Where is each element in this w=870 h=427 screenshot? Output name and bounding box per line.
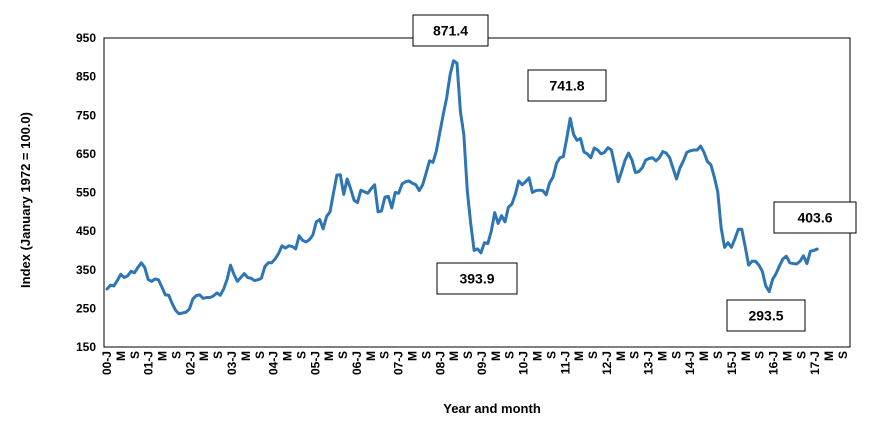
y-tick-label: 250 <box>76 301 96 315</box>
callout-393.9: 393.9 <box>436 262 518 295</box>
x-tick-label: M <box>322 351 336 361</box>
y-tick-label: 950 <box>76 31 96 45</box>
x-tick-label: 12-J <box>600 351 614 375</box>
callout-label: 293.5 <box>748 308 783 324</box>
callout-box <box>412 14 489 47</box>
x-tick-label: M <box>739 351 753 361</box>
x-tick-label: M <box>364 351 378 361</box>
x-tick-label: 16-J <box>767 351 781 375</box>
x-tick-label: 14-J <box>683 351 697 375</box>
x-tick-label: S <box>669 351 683 359</box>
x-tick-label: S <box>586 351 600 359</box>
x-tick-label: M <box>822 351 836 361</box>
callout-871.4: 871.4 <box>412 14 489 47</box>
callouts: 871.4 393.9 741.8 293.5 403.6 <box>412 14 857 332</box>
x-tick-label: M <box>780 351 794 361</box>
x-tick-label: M <box>614 351 628 361</box>
x-tick-label: S <box>711 351 725 359</box>
y-tick-label: 750 <box>76 108 96 122</box>
x-tick-label: S <box>544 351 558 359</box>
x-axis: 00-J M S 01-J M S 02-J M S 03-J M S 04-J M S 05-J M S 06-J… <box>100 351 850 375</box>
x-tick-label: S <box>169 351 183 359</box>
x-tick-label: S <box>211 351 225 359</box>
y-axis: 150 250 350 450 550 650 750 850 950 <box>76 31 96 354</box>
x-tick-label: M <box>447 351 461 361</box>
x-tick-label: 02-J <box>183 351 197 375</box>
plot-area <box>103 37 851 348</box>
x-tick-label: S <box>294 351 308 359</box>
x-tick-label: 11-J <box>558 351 572 374</box>
y-tick-label: 350 <box>76 263 96 277</box>
x-tick-label: 07-J <box>392 351 406 375</box>
x-tick-label: 17-J <box>808 351 822 375</box>
x-tick-label: M <box>697 351 711 361</box>
callout-741.8: 741.8 <box>527 69 607 102</box>
x-tick-label: 15-J <box>725 351 739 375</box>
x-tick-label: S <box>419 351 433 359</box>
x-tick-label: S <box>253 351 267 359</box>
callout-403.6: 403.6 <box>773 201 857 234</box>
x-tick-label: 10-J <box>517 351 531 375</box>
x-tick-label: S <box>628 351 642 359</box>
y-axis-title: Index (January 1972 = 100.0) <box>18 112 33 288</box>
callout-label: 871.4 <box>433 23 468 39</box>
y-tick-label: 450 <box>76 224 96 238</box>
callout-box <box>773 201 857 234</box>
x-tick-label: 03-J <box>225 351 239 375</box>
x-axis-title: Year and month <box>443 401 541 416</box>
x-tick-label: 08-J <box>433 351 447 375</box>
callout-box <box>436 262 518 295</box>
callout-box <box>527 69 607 102</box>
x-tick-label: 00-J <box>100 351 114 375</box>
x-tick-label: S <box>794 351 808 359</box>
x-tick-label: 13-J <box>642 351 656 375</box>
callout-label: 403.6 <box>797 210 832 226</box>
x-tick-label: M <box>406 351 420 361</box>
x-tick-label: S <box>836 351 850 359</box>
callout-box <box>726 299 806 332</box>
callout-293.5: 293.5 <box>726 299 806 332</box>
x-tick-label: M <box>655 351 669 361</box>
x-tick-label: M <box>281 351 295 361</box>
y-tick-label: 850 <box>76 70 96 84</box>
x-tick-label: S <box>128 351 142 359</box>
y-tick-label: 550 <box>76 186 96 200</box>
x-tick-label: M <box>239 351 253 361</box>
series-line <box>105 59 819 316</box>
callout-label: 741.8 <box>549 78 584 94</box>
x-tick-label: M <box>114 351 128 361</box>
x-tick-label: 01-J <box>142 351 156 375</box>
x-tick-label: 09-J <box>475 351 489 375</box>
x-tick-label: M <box>572 351 586 361</box>
x-tick-label: M <box>489 351 503 361</box>
y-tick-label: 650 <box>76 147 96 161</box>
x-tick-label: 05-J <box>308 351 322 375</box>
x-tick-label: M <box>530 351 544 361</box>
x-tick-label: S <box>461 351 475 359</box>
callout-label: 393.9 <box>459 271 494 287</box>
x-tick-label: M <box>197 351 211 361</box>
y-tick-label: 150 <box>76 340 96 354</box>
x-tick-label: 04-J <box>267 351 281 375</box>
x-tick-label: S <box>753 351 767 359</box>
x-tick-label: S <box>378 351 392 359</box>
x-tick-label: M <box>156 351 170 361</box>
x-tick-label: S <box>336 351 350 359</box>
x-tick-label: 06-J <box>350 351 364 375</box>
x-tick-label: S <box>503 351 517 359</box>
